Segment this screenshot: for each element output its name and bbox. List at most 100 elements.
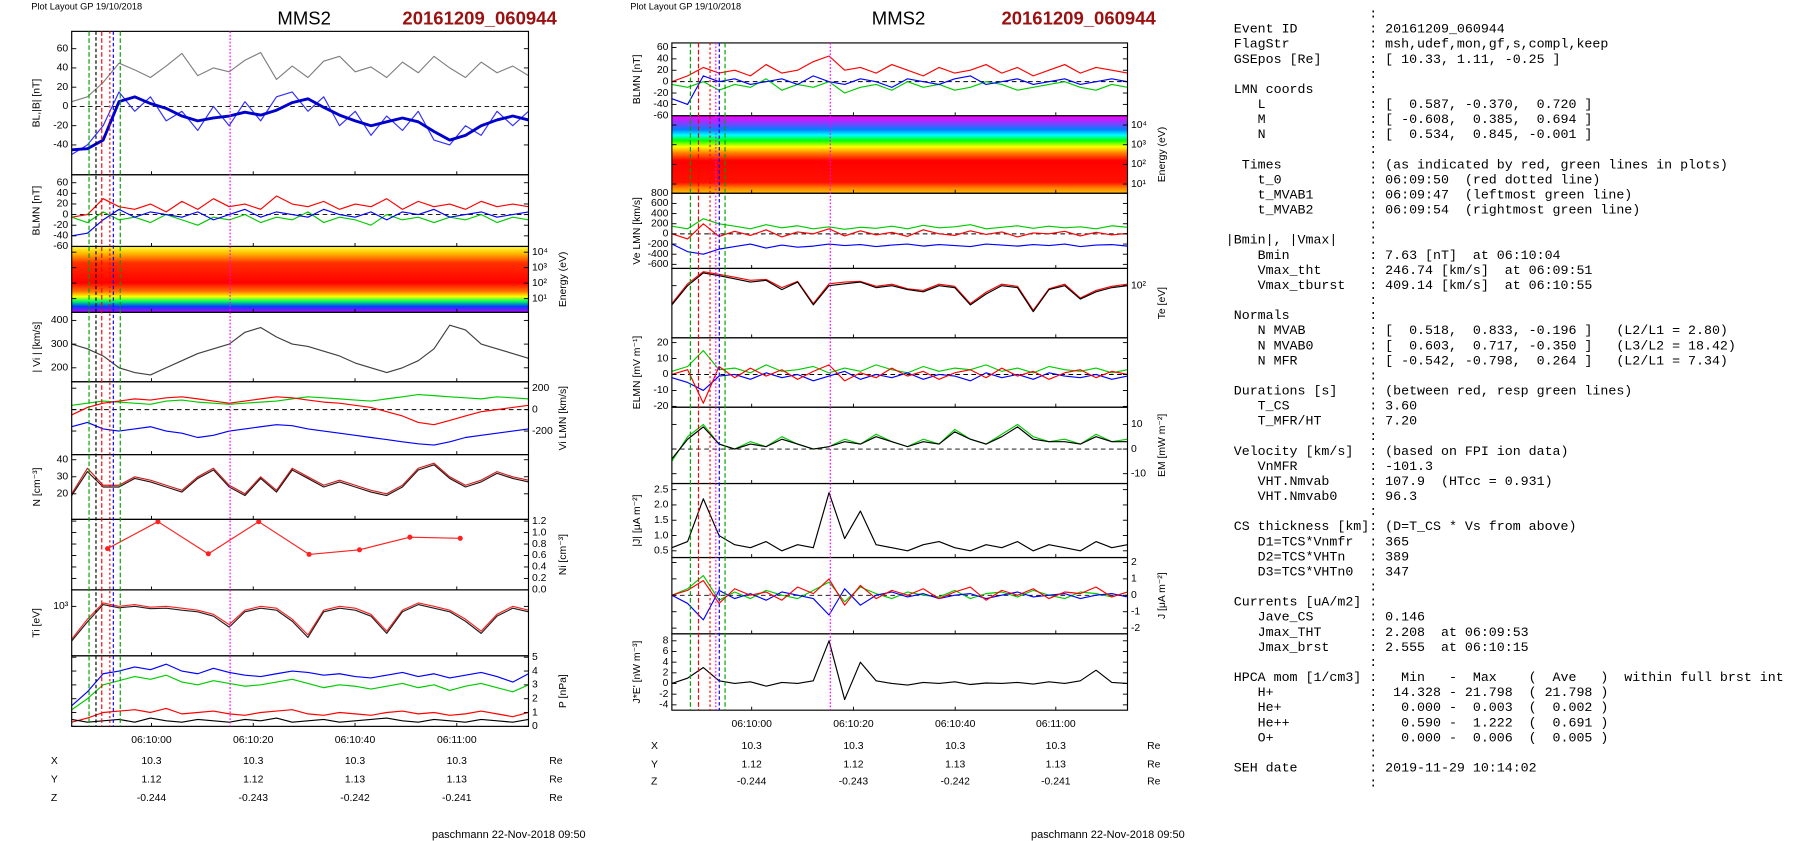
info-line: Jmax_brst : 2.555 at 06:10:15 (1226, 640, 1529, 655)
series-line (671, 492, 1128, 552)
plot-header: Plot Layout GP 19/10/2018 (31, 2, 142, 12)
position-cell: 10.3 (345, 756, 365, 767)
y-tick-label: 40 (57, 188, 69, 199)
x-tick-label: 06:10:00 (131, 735, 172, 746)
info-line: Bmin : 7.63 [nT] at 06:10:04 (1226, 248, 1561, 263)
y-tick-label: 20 (57, 489, 69, 500)
info-line: : (1226, 218, 1377, 233)
data-point (407, 534, 413, 540)
info-line: N MFR : [ -0.542, -0.798, 0.264 ] (L2/L1… (1226, 353, 1728, 368)
series-line (71, 464, 529, 497)
position-cell: 10.3 (447, 756, 467, 767)
data-point (356, 547, 363, 553)
y-tick-label: 20 (57, 82, 69, 93)
y-tick-label: 10² (1131, 159, 1147, 170)
y-tick-label: 10² (532, 278, 548, 289)
info-line: : (1226, 142, 1377, 157)
panel: 20 10 0 -10 -20 ELMN [mV m⁻¹] (632, 336, 1129, 412)
y-tick-label: 0 (663, 229, 669, 240)
position-cell: Y (651, 759, 658, 770)
panel-frame (671, 406, 1129, 485)
y-tick-label: 2.5 (654, 484, 669, 495)
y-axis-label: Energy (eV) (1157, 127, 1168, 182)
data-point (155, 519, 161, 525)
position-cell: 1.12 (243, 774, 263, 785)
info-line: GSEpos [Re] : [ 10.33, 1.11, -0.25 ] (1226, 52, 1561, 67)
position-cell: 1.13 (945, 759, 965, 770)
series-line (671, 426, 1128, 460)
info-line: He++ : 0.590 - 1.222 ( 0.691 ) (1226, 715, 1609, 730)
y-tick-label: 2 (532, 693, 538, 704)
y-tick-label: 60 (657, 42, 669, 53)
position-cell: X (651, 741, 658, 752)
info-line: N MVAB : [ 0.518, 0.833, -0.196 ] (L2/L1… (1226, 323, 1728, 338)
info-line: VHT.Nmvab0 : 96.3 (1226, 489, 1417, 504)
y-axis-label: | Vi | [km/s] (32, 322, 43, 373)
panel-frame (671, 192, 1129, 270)
y-axis-label: Vi LMN [km/s] (558, 386, 569, 451)
info-line: : (1226, 7, 1377, 22)
info-line: Event ID : 20161209_060944 (1226, 22, 1505, 37)
y-tick-label: 1 (1131, 574, 1137, 585)
y-tick-label: -400 (648, 249, 669, 260)
position-cell: 10.3 (843, 741, 863, 752)
y-axis-label: P [nPa] (558, 674, 569, 708)
y-tick-label: 0.0 (532, 585, 547, 596)
y-tick-label: -600 (648, 259, 669, 270)
info-line: Durations [s] : (between red, resp green… (1226, 384, 1632, 399)
position-cell: 10.3 (945, 741, 965, 752)
y-tick-label: 10³ (53, 601, 69, 612)
x-tick-label: 06:10:20 (833, 719, 874, 730)
y-tick-label: 0.4 (532, 562, 547, 573)
y-tick-label: -2 (659, 689, 668, 700)
y-tick-label: 0 (62, 101, 68, 112)
panel-frame (71, 174, 530, 248)
y-tick-label: -20 (53, 220, 68, 231)
y-tick-label: 300 (51, 339, 69, 350)
series-line (71, 51, 529, 103)
panel: 2.5 2.0 1.5 1.0 0.5 |J| [μA m⁻²] (632, 482, 1129, 559)
position-cell: Re (1147, 777, 1161, 788)
y-tick-label: 40 (57, 454, 69, 465)
y-tick-label: 800 (651, 188, 669, 199)
position-cell: Re (549, 774, 563, 785)
spectrogram (71, 246, 529, 313)
info-line: : (1226, 580, 1377, 595)
series-line (671, 243, 1128, 255)
y-axis-label: J [μA m⁻²] (1157, 572, 1168, 619)
series-line (71, 208, 529, 237)
series-line (71, 663, 529, 707)
series-line (71, 602, 529, 640)
y-tick-label: 0.6 (532, 550, 547, 561)
plot-header: Plot Layout GP 19/10/2018 (630, 2, 741, 12)
y-tick-label: 5 (532, 652, 538, 663)
series-line (671, 75, 1128, 106)
info-line: Times : (as indicated by red, green line… (1226, 157, 1728, 172)
info-line: Normals : (1226, 308, 1377, 323)
data-point (105, 546, 111, 552)
panel-frame (71, 311, 530, 383)
info-line: LMN coords : (1226, 82, 1377, 97)
position-cell: 10.3 (742, 741, 762, 752)
panel: 5 4 3 2 1 0 P [nPa] (71, 652, 569, 732)
footer: paschmann 22-Nov-2018 09:50 (1031, 829, 1185, 841)
y-tick-label: -2 (1131, 623, 1140, 634)
event-id: 20161209_060944 (1001, 8, 1156, 29)
series-line (71, 674, 529, 711)
y-tick-label: 0 (663, 369, 669, 380)
info-line: T_MFR/HT : 7.20 (1226, 414, 1417, 429)
info-line: t_0 : 06:09:50 (red dotted line) (1226, 172, 1601, 187)
y-tick-label: 0 (663, 76, 669, 87)
y-tick-label: 400 (651, 208, 669, 219)
panel: 1.21.00.80.60.40.20.0 Ni [cm⁻³] (71, 516, 569, 596)
position-cell: -0.243 (239, 793, 269, 804)
info-line: He+ : 0.000 - 0.003 ( 0.002 ) (1226, 700, 1609, 715)
y-tick-label: 1 (532, 707, 538, 718)
y-tick-label: 200 (51, 363, 69, 374)
position-cell: -0.242 (340, 793, 370, 804)
position-cell: 1.13 (1046, 759, 1066, 770)
y-tick-label: 0.5 (654, 546, 669, 557)
y-tick-label: 0 (663, 678, 669, 689)
